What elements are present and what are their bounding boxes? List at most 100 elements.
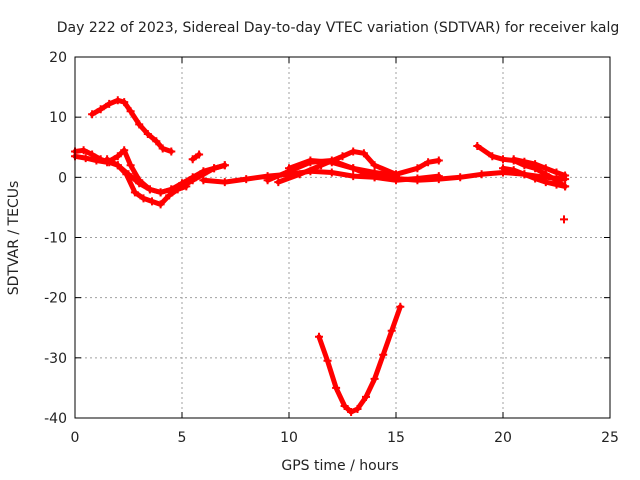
data-point bbox=[242, 175, 251, 184]
data-point bbox=[541, 164, 550, 173]
data-point bbox=[327, 158, 336, 167]
data-point bbox=[520, 157, 529, 166]
data-point bbox=[456, 173, 465, 182]
data-point bbox=[349, 164, 358, 173]
data-point bbox=[327, 168, 336, 177]
data-point bbox=[434, 172, 443, 181]
series-arc-j bbox=[499, 164, 570, 191]
data-point bbox=[167, 147, 176, 156]
data-point bbox=[167, 185, 176, 194]
data-point bbox=[349, 147, 358, 156]
x-tick-label: 15 bbox=[387, 430, 405, 446]
series-arc-h bbox=[285, 156, 400, 180]
data-point bbox=[274, 178, 283, 187]
data-point bbox=[113, 96, 122, 105]
y-axis-label: SDTVAR / TECUs bbox=[6, 181, 22, 296]
data-point bbox=[340, 402, 349, 410]
data-point bbox=[370, 161, 379, 170]
data-point bbox=[96, 105, 105, 114]
data-point bbox=[126, 161, 135, 170]
data-point bbox=[370, 168, 379, 177]
x-tick-label: 25 bbox=[601, 430, 619, 446]
data-point bbox=[315, 332, 323, 341]
data-point bbox=[220, 161, 229, 170]
data-point bbox=[531, 160, 540, 169]
data-point bbox=[158, 144, 167, 153]
data-point bbox=[148, 197, 156, 206]
data-point bbox=[552, 168, 561, 177]
data-point bbox=[220, 178, 229, 187]
data-point bbox=[295, 170, 304, 179]
data-point bbox=[541, 178, 550, 187]
data-point bbox=[124, 170, 133, 179]
y-tick-label: 0 bbox=[58, 170, 67, 186]
series-arc-d bbox=[188, 150, 204, 164]
series-arc-k bbox=[509, 155, 570, 180]
data-point bbox=[306, 156, 315, 165]
data-point bbox=[81, 154, 90, 163]
x-axis-label: GPS time / hours bbox=[281, 458, 398, 474]
data-point bbox=[130, 188, 139, 197]
series-arc-c bbox=[103, 155, 229, 197]
data-point bbox=[561, 182, 570, 191]
data-point bbox=[210, 164, 219, 173]
chart-title: Day 222 of 2023, Sidereal Day-to-day VTE… bbox=[57, 20, 619, 36]
data-point bbox=[499, 164, 507, 173]
data-point bbox=[113, 152, 122, 161]
data-point bbox=[156, 200, 165, 209]
x-tick-label: 10 bbox=[280, 430, 298, 446]
series-arc-high bbox=[88, 96, 176, 156]
y-tick-label: 20 bbox=[49, 50, 67, 66]
data-point bbox=[392, 171, 400, 180]
data-point bbox=[143, 130, 152, 138]
series-band bbox=[89, 97, 174, 154]
data-point bbox=[413, 174, 422, 183]
data-point bbox=[323, 356, 332, 365]
plot-area bbox=[71, 96, 570, 416]
data-point bbox=[509, 155, 518, 164]
data-point bbox=[332, 383, 341, 392]
data-point bbox=[165, 191, 174, 200]
series-arc-l bbox=[560, 215, 568, 224]
data-point bbox=[135, 179, 144, 188]
data-point bbox=[188, 173, 197, 182]
data-point bbox=[488, 152, 497, 161]
data-point bbox=[561, 171, 570, 180]
data-point bbox=[92, 156, 101, 165]
data-point bbox=[396, 302, 405, 311]
data-point bbox=[531, 174, 540, 183]
data-point bbox=[520, 170, 529, 179]
data-point bbox=[103, 155, 112, 164]
data-point bbox=[145, 185, 154, 194]
y-tick-label: -10 bbox=[44, 231, 67, 247]
data-point bbox=[199, 176, 208, 185]
data-point bbox=[349, 172, 358, 181]
data-point bbox=[263, 176, 272, 185]
y-tick-label: -40 bbox=[44, 411, 67, 427]
data-point bbox=[79, 146, 88, 155]
grid-lines bbox=[75, 57, 610, 418]
data-point bbox=[347, 408, 356, 416]
data-point bbox=[156, 188, 165, 197]
data-point bbox=[353, 405, 362, 413]
data-point bbox=[362, 392, 370, 401]
plot-frame bbox=[74, 56, 611, 419]
series-arc-g bbox=[274, 147, 443, 187]
data-point bbox=[552, 180, 561, 189]
series-arc-v bbox=[315, 302, 405, 416]
data-point bbox=[338, 152, 347, 161]
data-point bbox=[135, 120, 144, 129]
data-point bbox=[499, 155, 507, 164]
data-point bbox=[105, 99, 114, 108]
data-point bbox=[120, 146, 129, 155]
data-point bbox=[285, 164, 293, 173]
data-point bbox=[178, 179, 186, 188]
x-tick-label: 20 bbox=[494, 430, 512, 446]
data-point bbox=[509, 166, 518, 175]
series-band bbox=[316, 304, 403, 415]
x-tick-label: 0 bbox=[71, 430, 80, 446]
data-point bbox=[126, 107, 135, 116]
data-point bbox=[88, 110, 97, 119]
data-point bbox=[120, 98, 129, 107]
